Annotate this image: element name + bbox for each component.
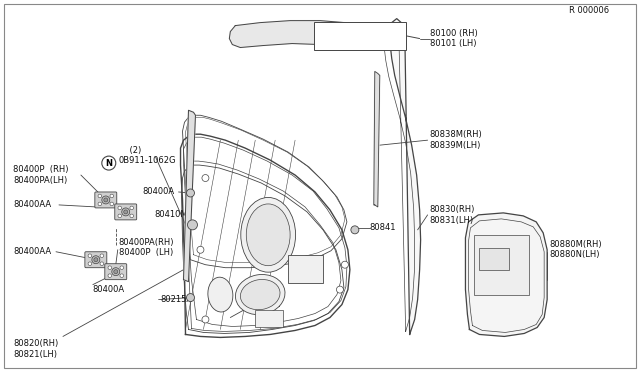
Circle shape bbox=[98, 194, 102, 198]
Text: 80400A: 80400A bbox=[93, 285, 125, 294]
Text: 80400A: 80400A bbox=[143, 187, 175, 196]
Circle shape bbox=[186, 294, 195, 302]
Text: 80841: 80841 bbox=[370, 223, 396, 232]
Ellipse shape bbox=[241, 198, 296, 272]
Text: 80880M(RH)
80880N(LH): 80880M(RH) 80880N(LH) bbox=[549, 240, 602, 259]
Text: 80400P  (RH)
80400PA(LH): 80400P (RH) 80400PA(LH) bbox=[13, 165, 68, 185]
Circle shape bbox=[108, 266, 111, 269]
Text: 80400AA: 80400AA bbox=[13, 201, 51, 209]
Circle shape bbox=[118, 206, 122, 210]
Circle shape bbox=[122, 208, 130, 216]
Polygon shape bbox=[229, 20, 373, 48]
Text: N: N bbox=[106, 158, 112, 167]
Text: 0B911-1062G: 0B911-1062G bbox=[119, 155, 176, 164]
Circle shape bbox=[351, 226, 359, 234]
Text: 80153 (LH): 80153 (LH) bbox=[318, 24, 365, 33]
Circle shape bbox=[197, 246, 204, 253]
Text: (2): (2) bbox=[119, 145, 141, 155]
Text: 80152 (RH): 80152 (RH) bbox=[318, 34, 365, 43]
Circle shape bbox=[337, 286, 344, 293]
Ellipse shape bbox=[236, 275, 285, 315]
Circle shape bbox=[118, 214, 122, 218]
FancyBboxPatch shape bbox=[95, 192, 116, 208]
Circle shape bbox=[124, 210, 128, 214]
Polygon shape bbox=[390, 19, 420, 334]
Ellipse shape bbox=[241, 279, 280, 310]
Bar bbox=[479, 248, 509, 270]
Circle shape bbox=[202, 316, 209, 323]
Circle shape bbox=[94, 258, 98, 262]
Circle shape bbox=[102, 196, 110, 204]
Text: 80410M: 80410M bbox=[155, 211, 188, 219]
Circle shape bbox=[110, 202, 113, 206]
Circle shape bbox=[104, 198, 108, 202]
Polygon shape bbox=[184, 110, 195, 282]
Circle shape bbox=[120, 274, 124, 278]
Text: 80820(RH)
80821(LH): 80820(RH) 80821(LH) bbox=[13, 339, 58, 359]
Circle shape bbox=[98, 202, 102, 206]
Ellipse shape bbox=[208, 277, 233, 312]
Circle shape bbox=[186, 189, 195, 197]
Circle shape bbox=[202, 174, 209, 182]
FancyBboxPatch shape bbox=[105, 264, 127, 280]
Circle shape bbox=[108, 274, 111, 278]
Polygon shape bbox=[374, 71, 380, 207]
Circle shape bbox=[112, 268, 120, 276]
Circle shape bbox=[88, 254, 92, 257]
Bar bbox=[255, 310, 283, 327]
Circle shape bbox=[114, 270, 118, 274]
Ellipse shape bbox=[246, 204, 290, 266]
Text: 80830(RH)
80831(LH): 80830(RH) 80831(LH) bbox=[429, 205, 475, 225]
Bar bbox=[288, 255, 323, 283]
FancyBboxPatch shape bbox=[314, 22, 406, 49]
Circle shape bbox=[100, 262, 104, 266]
FancyBboxPatch shape bbox=[115, 204, 137, 220]
Text: 80838M(RH)
80839M(LH): 80838M(RH) 80839M(LH) bbox=[429, 131, 483, 150]
FancyBboxPatch shape bbox=[85, 252, 107, 268]
Text: R 000006: R 000006 bbox=[569, 6, 609, 15]
Text: 80400AA: 80400AA bbox=[13, 247, 51, 256]
Text: 80101A: 80101A bbox=[248, 300, 280, 309]
Circle shape bbox=[188, 220, 198, 230]
Circle shape bbox=[341, 261, 348, 268]
Circle shape bbox=[110, 194, 113, 198]
Circle shape bbox=[100, 254, 104, 257]
Polygon shape bbox=[465, 213, 547, 336]
Circle shape bbox=[130, 206, 134, 210]
Text: 80100 (RH)
80101 (LH): 80100 (RH) 80101 (LH) bbox=[429, 29, 477, 48]
Text: 80215A: 80215A bbox=[161, 295, 193, 304]
Bar bbox=[474, 235, 529, 295]
Circle shape bbox=[88, 262, 92, 266]
Circle shape bbox=[92, 256, 100, 264]
Circle shape bbox=[120, 266, 124, 269]
Circle shape bbox=[102, 156, 116, 170]
Circle shape bbox=[130, 214, 134, 218]
Text: 80400PA(RH)
80400P  (LH): 80400PA(RH) 80400P (LH) bbox=[119, 238, 174, 257]
